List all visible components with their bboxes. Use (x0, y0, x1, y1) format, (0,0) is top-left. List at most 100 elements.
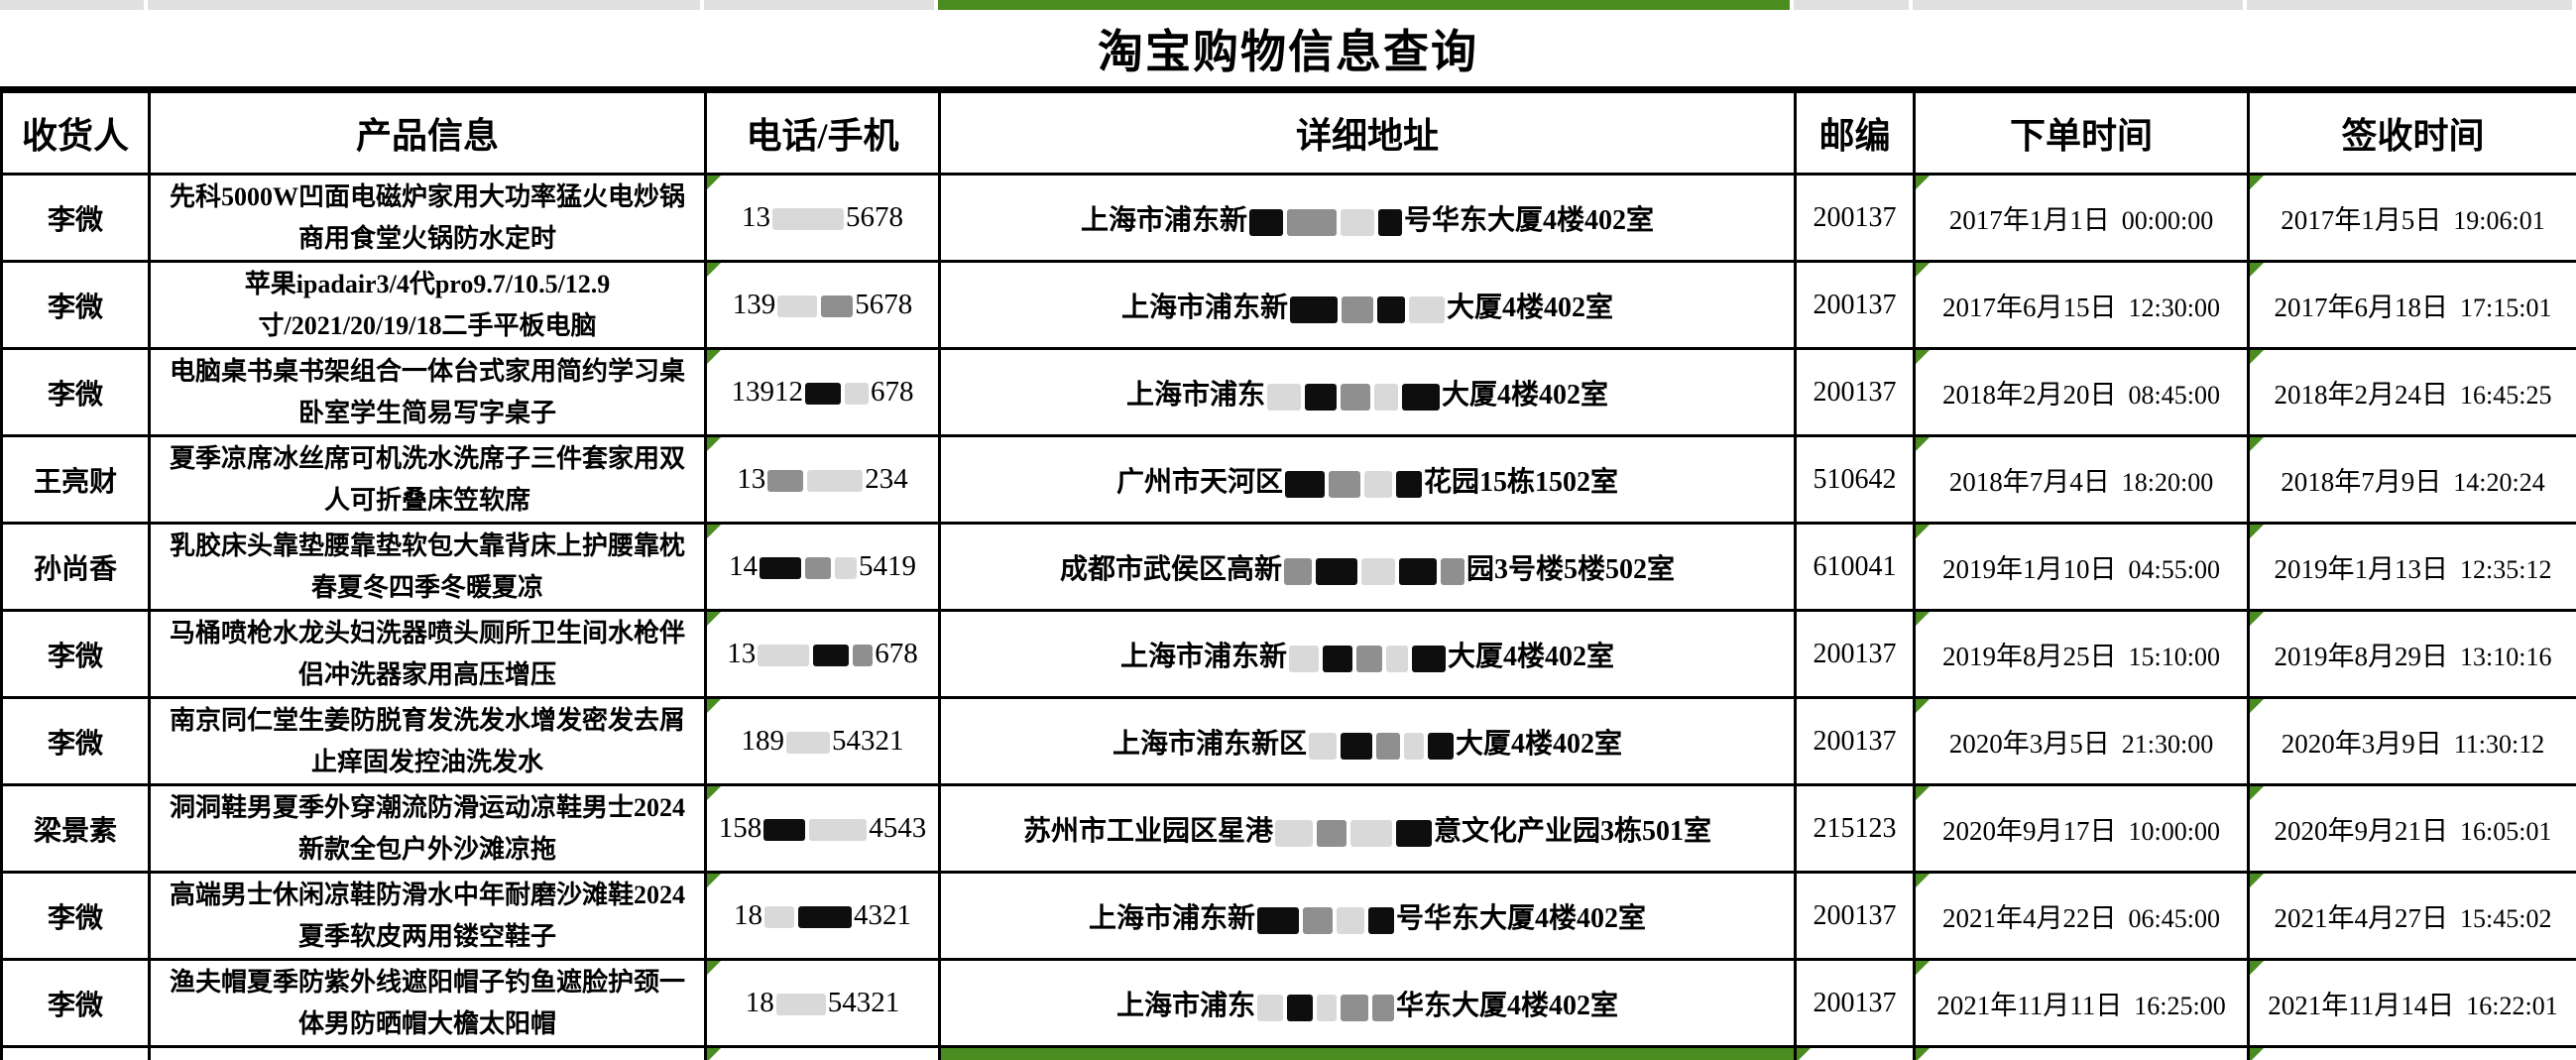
cell-recipient[interactable]: 梁景素 (2, 785, 150, 873)
cell-address[interactable]: 上海市浦东华东大厦4楼402室 (940, 960, 1796, 1047)
error-indicator-icon[interactable] (707, 612, 721, 626)
cell-product[interactable]: 苹果ipadair3/4代pro9.7/10.5/12.9寸/2021/20/1… (150, 262, 706, 349)
error-indicator-icon[interactable] (2250, 263, 2264, 277)
column-header-order[interactable]: 下单时间 (1915, 90, 2249, 175)
error-indicator-icon[interactable] (1916, 437, 1930, 451)
error-indicator-icon[interactable] (2250, 961, 2264, 975)
cell-product[interactable]: 乳胶床头靠垫腰靠垫软包大靠背床上护腰靠枕春夏冬四季冬暖夏凉 (150, 524, 706, 611)
error-indicator-icon[interactable] (2250, 176, 2264, 189)
error-indicator-icon[interactable] (707, 1048, 721, 1060)
clipped-cell-zip[interactable] (1796, 1047, 1915, 1060)
cell-product[interactable]: 夏季凉席冰丝席可机洗水洗席子三件套家用双人可折叠床笠软席 (150, 436, 706, 524)
cell-recipient[interactable]: 李微 (2, 873, 150, 960)
error-indicator-icon[interactable] (707, 437, 721, 451)
error-indicator-icon[interactable] (1797, 1048, 1811, 1060)
column-header-product[interactable]: 产品信息 (150, 90, 706, 175)
error-indicator-icon[interactable] (1916, 350, 1930, 364)
cell-recipient[interactable]: 李微 (2, 960, 150, 1047)
error-indicator-icon[interactable] (1916, 263, 1930, 277)
cell-zip[interactable]: 510642 (1796, 436, 1915, 524)
clipped-cell-phone[interactable] (706, 1047, 940, 1060)
cell-recipient[interactable]: 李微 (2, 175, 150, 262)
cell-address[interactable]: 上海市浦东新大厦4楼402室 (940, 611, 1796, 698)
error-indicator-icon[interactable] (2250, 350, 2264, 364)
clipped-cell-sign[interactable] (2249, 1047, 2576, 1060)
column-header-sign[interactable]: 签收时间 (2249, 90, 2576, 175)
error-indicator-icon[interactable] (707, 263, 721, 277)
error-indicator-icon[interactable] (1916, 699, 1930, 713)
cell-address[interactable]: 上海市浦东新号华东大厦4楼402室 (940, 175, 1796, 262)
error-indicator-icon[interactable] (1916, 525, 1930, 538)
cell-zip[interactable]: 200137 (1796, 698, 1915, 785)
cell-product[interactable]: 马桶喷枪水龙头妇洗器喷头厕所卫生间水枪伴侣冲洗器家用高压增压 (150, 611, 706, 698)
error-indicator-icon[interactable] (1916, 961, 1930, 975)
cell-zip[interactable]: 200137 (1796, 262, 1915, 349)
cell-zip[interactable]: 610041 (1796, 524, 1915, 611)
column-header-name[interactable]: 收货人 (2, 90, 150, 175)
error-indicator-icon[interactable] (707, 961, 721, 975)
cell-address[interactable]: 苏州市工业园区星港意文化产业园3栋501室 (940, 785, 1796, 873)
error-indicator-icon[interactable] (707, 874, 721, 887)
clipped-cell-order[interactable] (1915, 1047, 2249, 1060)
error-indicator-icon[interactable] (1916, 786, 1930, 800)
error-indicator-icon[interactable] (707, 699, 721, 713)
error-indicator-icon[interactable] (707, 350, 721, 364)
cell-product[interactable]: 电脑桌书桌书架组合一体台式家用简约学习桌卧室学生简易写字桌子 (150, 349, 706, 436)
cell-address[interactable]: 上海市浦东新区大厦4楼402室 (940, 698, 1796, 785)
error-indicator-icon[interactable] (2250, 525, 2264, 538)
error-indicator-icon[interactable] (707, 525, 721, 538)
cell-zip[interactable]: 200137 (1796, 349, 1915, 436)
cell-zip[interactable]: 215123 (1796, 785, 1915, 873)
error-indicator-icon[interactable] (1916, 874, 1930, 887)
error-indicator-icon[interactable] (1916, 612, 1930, 626)
column-header-address[interactable]: 详细地址 (940, 90, 1796, 175)
clipped-cell-product[interactable] (150, 1047, 706, 1060)
cell-recipient[interactable]: 李微 (2, 349, 150, 436)
cell-address[interactable]: 成都市武侯区高新园3号楼5楼502室 (940, 524, 1796, 611)
cell-recipient[interactable]: 李微 (2, 262, 150, 349)
cell-address[interactable]: 上海市浦东大厦4楼402室 (940, 349, 1796, 436)
error-indicator-icon[interactable] (2250, 699, 2264, 713)
cell-recipient[interactable]: 孙尚香 (2, 524, 150, 611)
cell-recipient[interactable]: 王亮财 (2, 436, 150, 524)
error-indicator-icon[interactable] (2250, 612, 2264, 626)
column-header-zip[interactable]: 邮编 (1796, 90, 1915, 175)
cell-zip[interactable]: 200137 (1796, 175, 1915, 262)
cell-product[interactable]: 渔夫帽夏季防紫外线遮阳帽子钓鱼遮脸护颈一体男防晒帽大檐太阳帽 (150, 960, 706, 1047)
cell-recipient[interactable]: 李微 (2, 611, 150, 698)
cell-address[interactable]: 上海市浦东新号华东大厦4楼402室 (940, 873, 1796, 960)
cell-product[interactable]: 南京同仁堂生姜防脱育发洗发水增发密发去屑止痒固发控油洗发水 (150, 698, 706, 785)
error-indicator-icon[interactable] (707, 176, 721, 189)
error-indicator-icon[interactable] (2250, 786, 2264, 800)
error-indicator-icon[interactable] (707, 786, 721, 800)
column-header-phone[interactable]: 电话/手机 (706, 90, 940, 175)
